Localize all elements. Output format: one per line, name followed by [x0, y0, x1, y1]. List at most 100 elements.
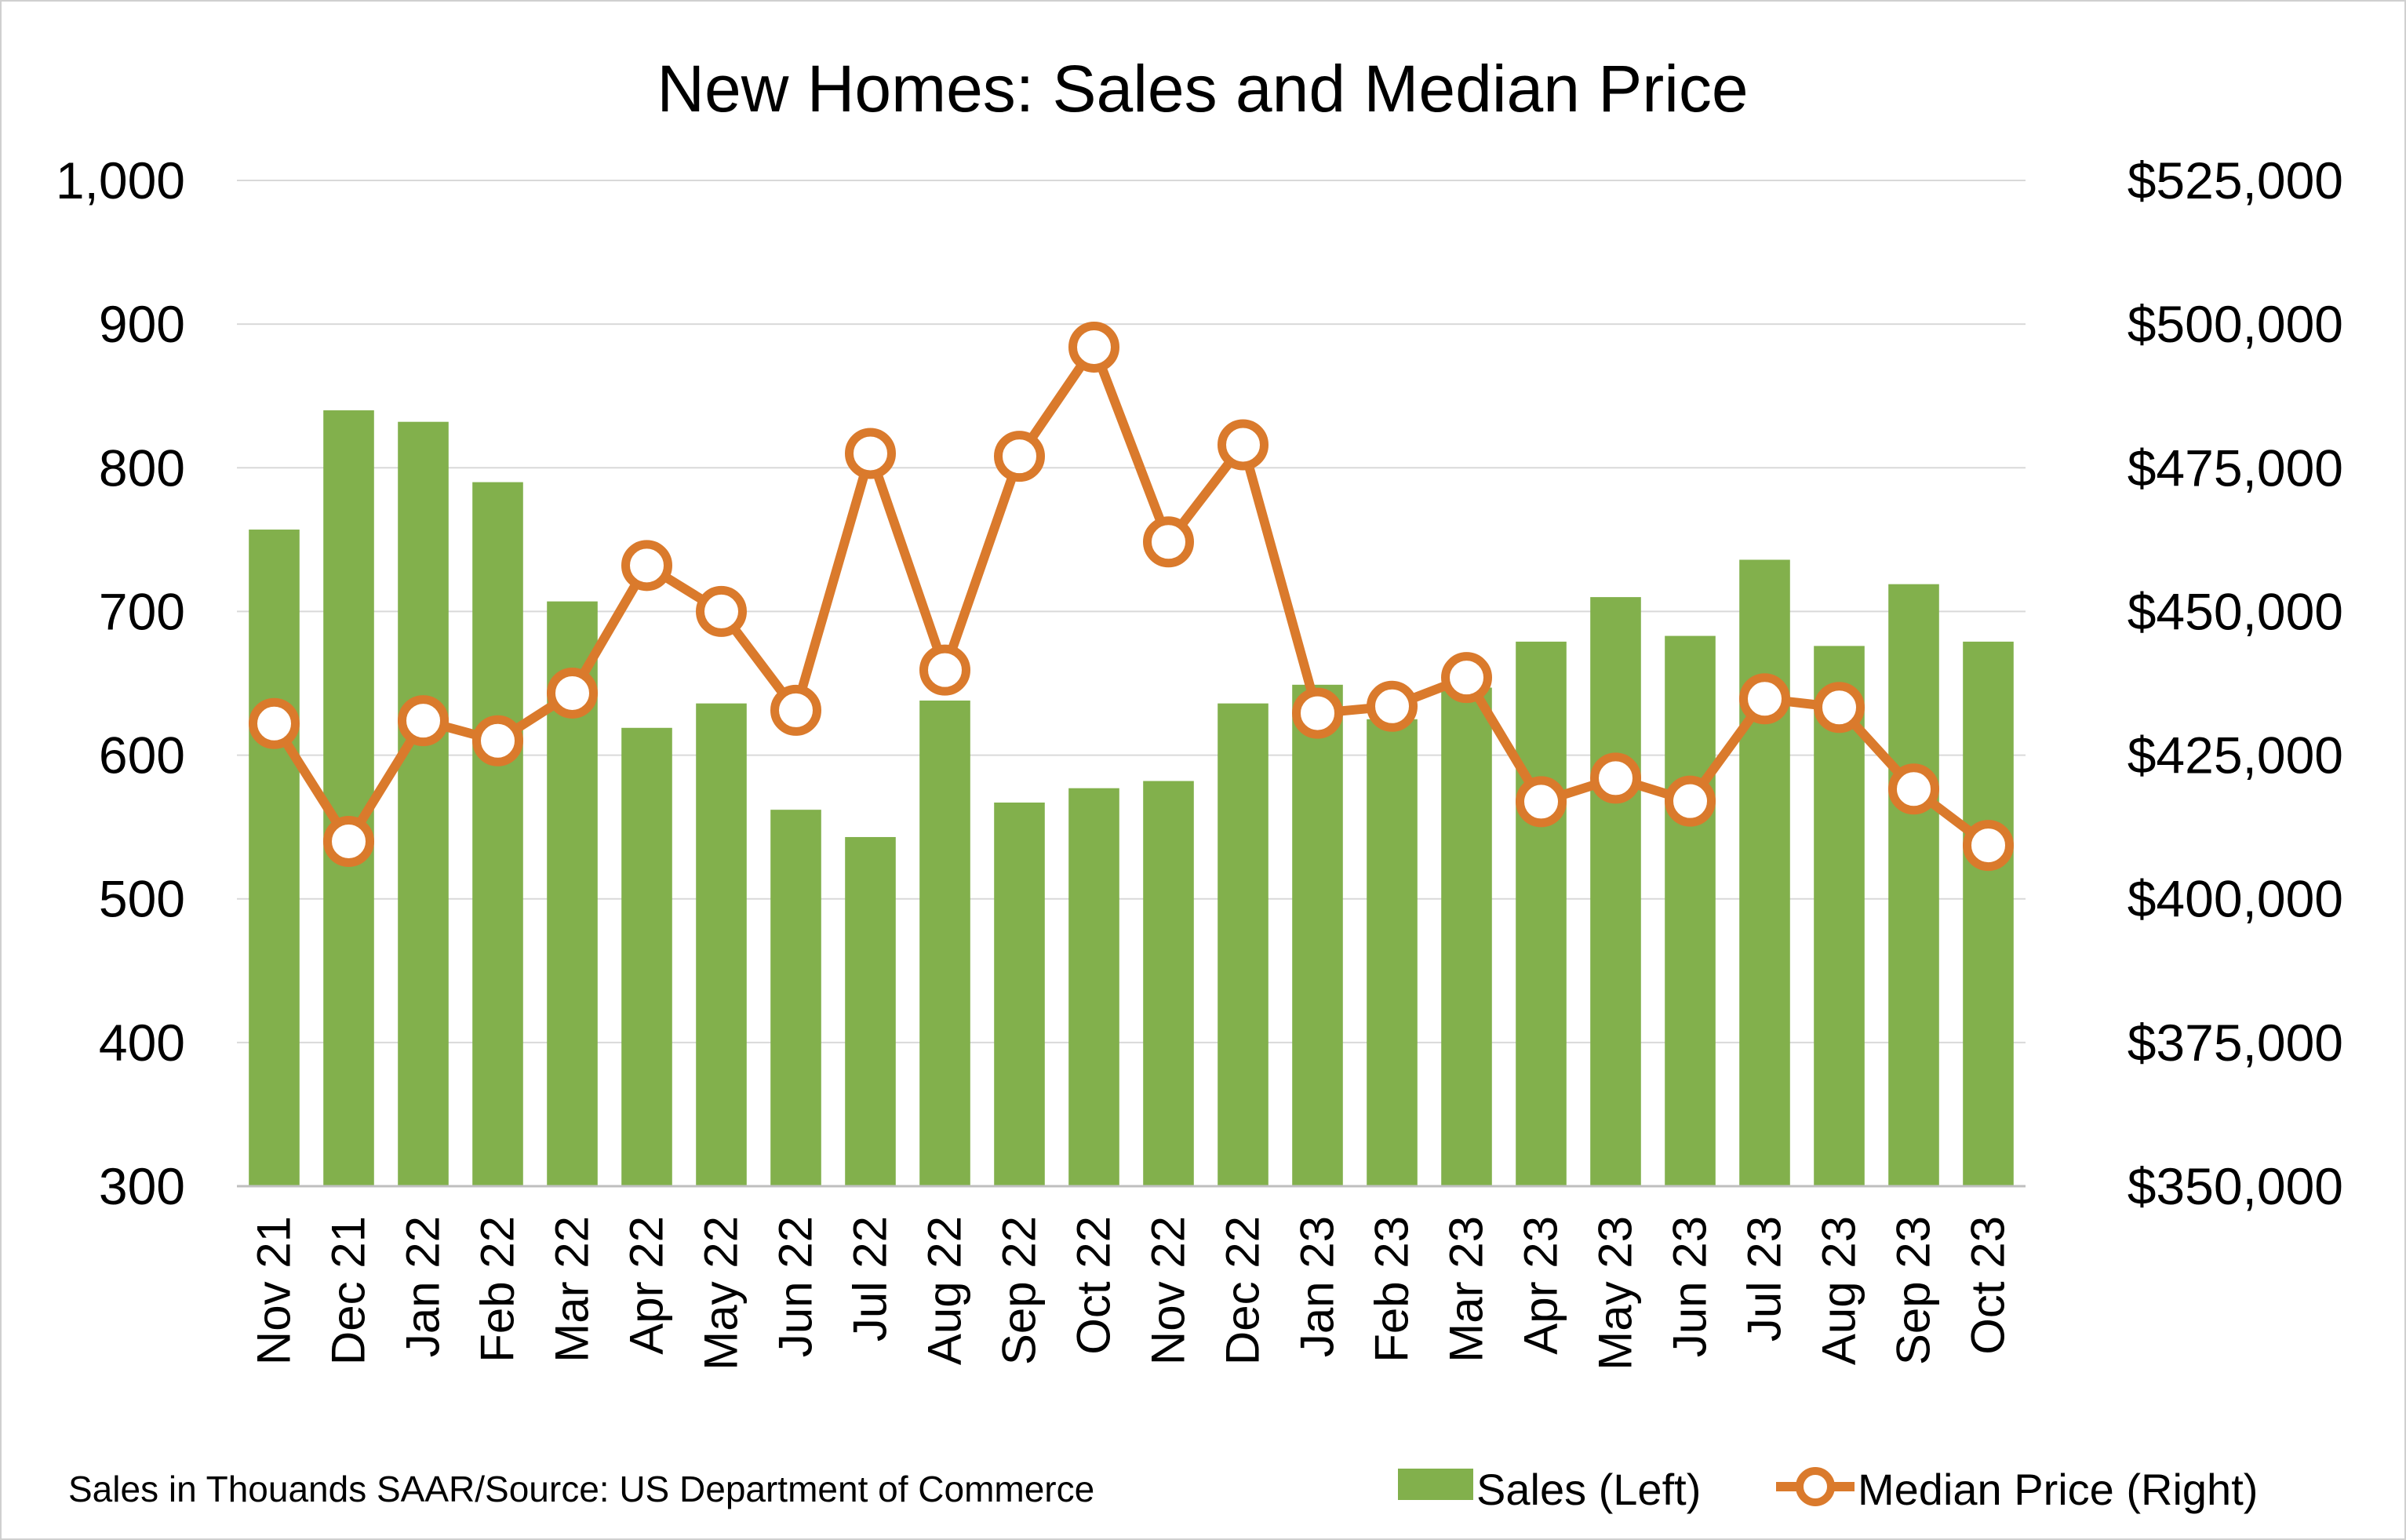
x-tick-label: Jul 22 — [844, 1216, 897, 1342]
legend-sales-label: Sales (Left) — [1476, 1465, 1701, 1514]
sales-bar — [919, 700, 970, 1186]
sales-bar — [398, 421, 449, 1186]
median-price-path — [270, 342, 1992, 850]
sales-bar — [621, 727, 672, 1186]
x-tick-label: Mar 23 — [1440, 1216, 1493, 1363]
legend-price-label: Median Price (Right) — [1858, 1465, 2258, 1514]
median-price-point — [1814, 682, 1865, 734]
sales-bar — [323, 410, 374, 1186]
median-price-point — [323, 815, 374, 867]
right-tick-label: $450,000 — [2128, 582, 2343, 640]
x-tick-label: Mar 22 — [546, 1216, 599, 1363]
sales-bar — [1441, 687, 1492, 1186]
sales-bar — [472, 482, 523, 1186]
left-tick-label: 900 — [99, 295, 185, 353]
chart-title: New Homes: Sales and Median Price — [657, 52, 1748, 126]
x-tick-label: May 23 — [1589, 1216, 1642, 1371]
right-tick-label: $375,000 — [2128, 1014, 2343, 1072]
sales-bar — [1665, 635, 1716, 1186]
sales-bar — [770, 810, 821, 1186]
x-tick-label: Feb 23 — [1366, 1216, 1418, 1363]
gridlines — [237, 180, 2026, 1187]
sales-bar — [1367, 719, 1418, 1186]
sales-bar — [696, 703, 747, 1186]
x-tick-label: Apr 22 — [621, 1216, 673, 1355]
sales-bar — [1888, 584, 1939, 1186]
x-tick-label: Dec 22 — [1217, 1216, 1269, 1365]
sales-bar — [1963, 641, 2014, 1186]
median-price-line — [249, 321, 2014, 872]
left-tick-label: 700 — [99, 582, 185, 640]
x-tick-label: Jan 23 — [1291, 1216, 1344, 1357]
x-tick-label: Aug 23 — [1813, 1216, 1865, 1365]
median-price-point — [249, 697, 300, 749]
median-price-point — [621, 540, 672, 592]
legend-price-marker — [1796, 1467, 1835, 1506]
right-tick-label: $475,000 — [2128, 439, 2343, 497]
x-tick-label: Aug 22 — [919, 1216, 971, 1365]
left-tick-label: 800 — [99, 439, 185, 497]
sales-bar — [1590, 597, 1641, 1186]
x-tick-label: Oct 22 — [1068, 1216, 1120, 1355]
median-price-point — [770, 684, 821, 736]
median-price-point — [1665, 775, 1716, 827]
median-price-point — [1963, 820, 2014, 872]
right-axis-ticks: $350,000 $375,000 $400,000 $425,000 $450,000… — [2128, 151, 2343, 1215]
x-tick-label: Sep 22 — [993, 1216, 1046, 1365]
x-tick-label: Jul 23 — [1738, 1216, 1791, 1342]
right-tick-label: $425,000 — [2128, 726, 2343, 785]
median-price-point — [1068, 321, 1119, 373]
sales-bar — [1292, 684, 1343, 1186]
sales-bar — [1068, 788, 1119, 1186]
legend: Sales (Left) Median Price (Right) — [1398, 1465, 2258, 1514]
right-tick-label: $350,000 — [2128, 1157, 2343, 1215]
median-price-point — [1218, 419, 1269, 471]
sales-bar — [1143, 781, 1194, 1186]
left-tick-label: 500 — [99, 870, 185, 928]
median-price-point — [1143, 516, 1194, 568]
left-tick-label: 1,000 — [56, 151, 185, 209]
sales-bar — [994, 803, 1045, 1186]
x-tick-label: Jun 23 — [1664, 1216, 1716, 1357]
x-tick-label: Sep 23 — [1887, 1216, 1940, 1365]
median-price-point — [1888, 763, 1939, 815]
x-tick-label: Jan 22 — [397, 1216, 450, 1357]
median-price-point — [1441, 652, 1492, 704]
median-price-point — [919, 644, 970, 696]
sales-bars — [249, 410, 2014, 1186]
median-price-point — [1739, 673, 1790, 725]
left-tick-label: 300 — [99, 1157, 185, 1215]
right-tick-label: $525,000 — [2128, 151, 2343, 209]
right-tick-label: $400,000 — [2128, 870, 2343, 928]
median-price-point — [1516, 776, 1567, 828]
median-price-point — [472, 715, 523, 766]
right-tick-label: $500,000 — [2128, 295, 2343, 353]
median-price-point — [845, 428, 896, 479]
sales-bar — [1218, 703, 1269, 1186]
x-tick-label: Oct 23 — [1962, 1216, 2015, 1355]
left-tick-label: 400 — [99, 1014, 185, 1072]
median-price-point — [547, 667, 598, 719]
left-tick-label: 600 — [99, 726, 185, 785]
x-tick-label: Jun 22 — [770, 1216, 822, 1357]
sales-bar — [1516, 641, 1567, 1186]
sales-bar — [1739, 559, 1790, 1186]
source-note: Sales in Thouands SAAR/Source: US Depart… — [68, 1469, 1094, 1509]
x-tick-label: Dec 21 — [322, 1216, 375, 1365]
sales-bar — [1814, 646, 1865, 1186]
x-tick-label: Nov 21 — [248, 1216, 300, 1365]
left-axis-ticks: 300 400 500 600 700 800 900 1,000 — [56, 151, 185, 1215]
median-price-point — [994, 431, 1045, 482]
x-tick-label: Feb 22 — [471, 1216, 524, 1363]
median-price-point — [1590, 752, 1641, 804]
median-price-point — [1367, 680, 1418, 732]
median-price-point — [696, 585, 747, 637]
median-price-point — [1292, 687, 1343, 739]
legend-sales-swatch — [1398, 1469, 1473, 1500]
sales-bar — [249, 530, 300, 1186]
x-tick-label: Nov 22 — [1142, 1216, 1195, 1365]
x-tick-label: May 22 — [695, 1216, 748, 1371]
x-axis-ticks: Nov 21 Dec 21 Jan 22 Feb 22 Mar 22 Apr 22 May … — [248, 1216, 2015, 1371]
